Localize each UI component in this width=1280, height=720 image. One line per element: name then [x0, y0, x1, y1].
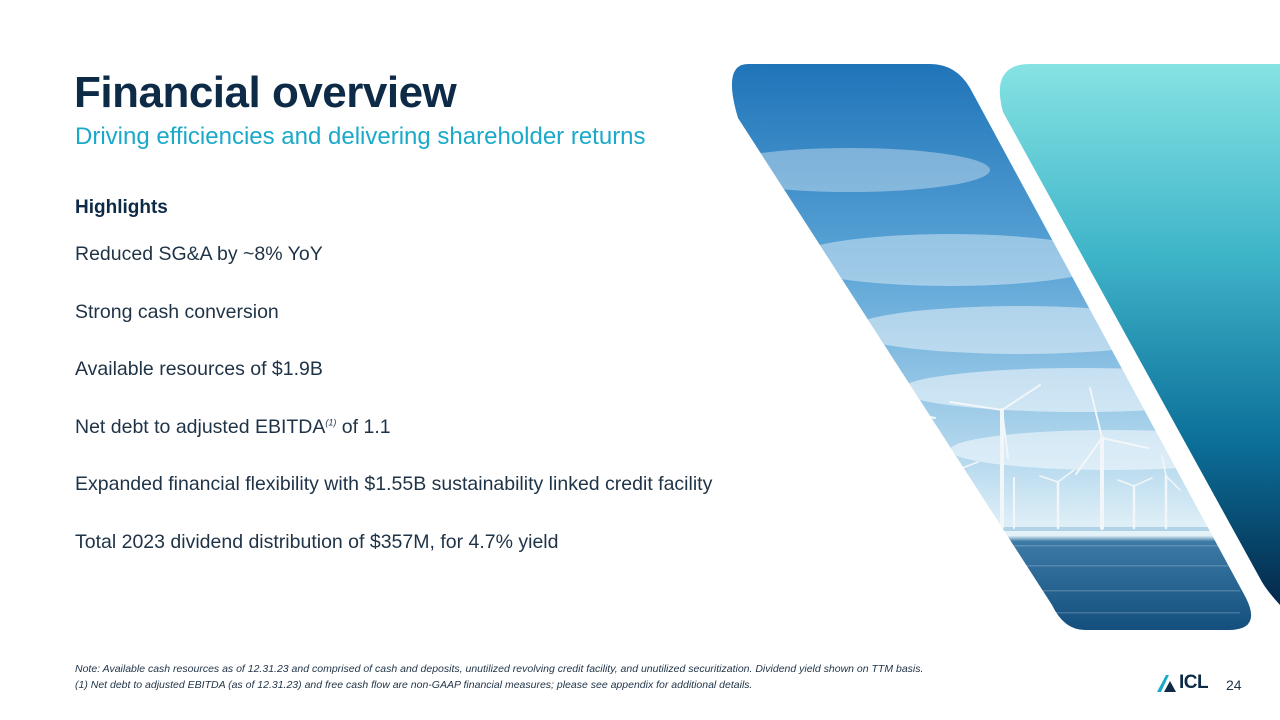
footnote-marker: (1) [325, 417, 337, 428]
teal-gradient-shape [999, 64, 1280, 605]
page-title: Financial overview [74, 68, 457, 117]
highlight-text: Strong cash conversion [75, 300, 279, 323]
footnotes: Note: Available cash resources as of 12.… [75, 661, 1125, 693]
icl-logo: ICL [1156, 672, 1209, 694]
highlight-item: Net debt to adjusted EBITDA(1) of 1.1 [75, 416, 712, 474]
highlights-heading: Highlights [75, 197, 168, 218]
page-subtitle: Driving efficiencies and delivering shar… [75, 123, 646, 150]
highlight-item: Expanded financial flexibility with $1.5… [75, 473, 712, 531]
page-number: 24 [1226, 677, 1242, 693]
logo-text: ICL [1179, 672, 1209, 693]
footnote-line: Note: Available cash resources as of 12.… [75, 663, 924, 675]
highlights-list: Reduced SG&A by ~8% YoY Strong cash conv… [75, 243, 712, 589]
highlight-item: Total 2023 dividend distribution of $357… [75, 531, 712, 589]
highlight-text: Net debt to adjusted EBITDA [75, 415, 326, 438]
highlight-text: Available resources of $1.9B [75, 358, 323, 381]
highlight-text: Expanded financial flexibility with $1.5… [75, 473, 713, 496]
highlight-text: Total 2023 dividend distribution of $357… [75, 530, 559, 553]
highlight-item: Strong cash conversion [75, 301, 712, 359]
highlight-item: Available resources of $1.9B [75, 358, 712, 416]
footnote-line: (1) Net debt to adjusted EBITDA (as of 1… [75, 679, 753, 691]
highlight-item: Reduced SG&A by ~8% YoY [75, 243, 712, 301]
highlight-text: Reduced SG&A by ~8% YoY [75, 243, 323, 265]
logo-mark-icon [1157, 675, 1176, 692]
highlight-text-suffix: of 1.1 [336, 415, 391, 438]
